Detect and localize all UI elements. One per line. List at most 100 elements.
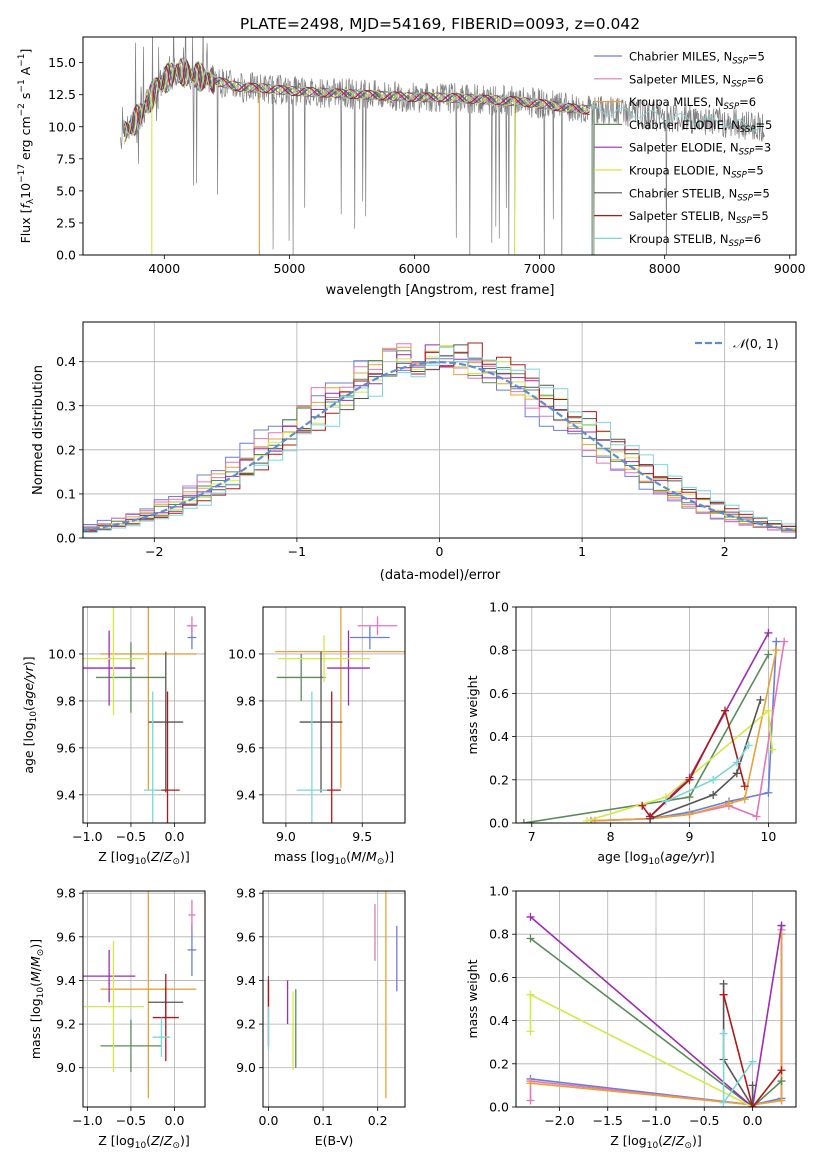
y-tick-label: 9.0	[236, 1060, 256, 1075]
y-tick-label: 0.0	[56, 531, 76, 546]
errorbar-point	[296, 691, 328, 823]
mass-weight-marker	[740, 782, 749, 791]
y-tick-label: 12.5	[48, 87, 76, 102]
mass-weight-marker	[709, 790, 718, 799]
y-tick-label: 9.8	[236, 886, 256, 901]
errorbar-point	[188, 899, 196, 931]
mass-weight-marker	[526, 1027, 535, 1036]
x-tick-label: −1.5	[593, 1113, 623, 1128]
errorbar-point	[350, 625, 390, 650]
errorbar-point	[83, 941, 144, 1073]
mass-weight-marker	[638, 801, 647, 810]
x-tick-label: −2	[145, 544, 163, 559]
y-tick-label: 1.0	[489, 600, 509, 615]
x-tick-label: −1.0	[641, 1113, 671, 1128]
x-axis-label: age [log10(age/yr)]	[597, 849, 714, 867]
x-axis-label: mass [log10(M/M⊙)]	[274, 849, 394, 867]
y-axis-label: mass weight	[465, 959, 480, 1038]
plot-area	[519, 628, 789, 823]
x-tick-label: 9000	[774, 261, 806, 276]
y-tick-label: 9.4	[56, 787, 76, 802]
y-tick-label: 9.4	[236, 787, 256, 802]
mass-weight-marker	[526, 912, 535, 921]
mass-weight-marker	[780, 637, 789, 646]
errorbar-point	[152, 973, 179, 1062]
x-tick-label: 0.0	[165, 829, 185, 844]
x-tick-label: 7	[528, 829, 536, 844]
mass-weight-marker	[777, 1096, 786, 1105]
mass-weight-line-6	[586, 709, 774, 822]
x-tick-label: 4000	[148, 261, 180, 276]
y-tick-label: 9.2	[236, 1017, 256, 1032]
mass-weight-marker	[748, 1057, 757, 1066]
spectrum-axes: 4000 5000 6000 7000 8000 9000 0.0 2.5 5.0 7.5 10.0…	[17, 36, 806, 298]
x-tick-label: 8	[607, 829, 615, 844]
mass-weight-marker	[719, 990, 728, 999]
x-tick-label: 10	[760, 829, 776, 844]
errorbar-point	[83, 949, 136, 1003]
mass-weight-marker	[764, 788, 773, 797]
y-axis-label: mass [log10(M/M⊙)]	[28, 939, 46, 1059]
y-tick-label: 0.0	[56, 248, 76, 263]
y-tick-label: 10.0	[48, 119, 76, 134]
model-line-6	[123, 60, 590, 145]
y-tick-label: 9.8	[236, 693, 256, 708]
y-tick-label: 0.0	[489, 816, 509, 831]
y-tick-label: 9.4	[236, 973, 256, 988]
mass-weight-marker	[732, 769, 741, 778]
model-line-7	[123, 60, 590, 137]
mass-weight-line-2	[590, 641, 785, 822]
mass-weight-line-7	[649, 699, 762, 820]
mass-weight-marker	[732, 758, 741, 767]
errorbar-point	[278, 635, 370, 683]
mass-weight-marker	[772, 637, 781, 646]
plot-area	[275, 607, 405, 823]
errorbar-point	[275, 607, 405, 788]
x-tick-label: 0.2	[368, 1113, 388, 1128]
plot-area	[267, 891, 398, 1099]
mass-weight-marker	[719, 1029, 728, 1038]
mass_vs_ebv-axes: 0.0 0.1 0.2 9.0 9.2 9.4 9.6 9.8 E(B-V)	[236, 886, 406, 1148]
x-tick-label: 9	[686, 829, 694, 844]
mass-weight-marker	[519, 819, 528, 823]
errorbar-point	[96, 642, 166, 713]
spectrum-legend: Chabrier MILES, NSSP=5 Salpeter MILES, NS…	[594, 50, 772, 249]
x-axis-label: Z [log10(Z/Z⊙)]	[98, 849, 190, 867]
errorbar-point	[148, 651, 184, 793]
x-axis-label: wavelength [Angstrom, rest frame]	[326, 283, 555, 298]
y-tick-label: 5.0	[56, 183, 76, 198]
mass-weight-marker	[764, 628, 773, 637]
legend-entry: Kroupa MILES, NSSP=6	[629, 95, 756, 112]
mass-weight-marker	[526, 990, 535, 999]
y-axis-label: age [log10(age/yr)]	[21, 656, 39, 773]
y-tick-label: 0.2	[56, 442, 76, 457]
y-tick-label: 0.3	[56, 398, 76, 413]
massweight_vs_age-axes: 7 8 9 10 0.0 0.2 0.4 0.6 0.8 1.0 age [log10(age/yr…	[465, 600, 797, 867]
model-line-9	[123, 58, 765, 135]
y-tick-label: 9.6	[56, 929, 76, 944]
mass-weight-marker	[661, 797, 670, 806]
mass-weight-marker	[709, 775, 718, 784]
y-axis-label: Flux [fλ10−17 erg cm−2 s−1 A−1]	[17, 49, 36, 244]
x-tick-label: 0.0	[743, 1113, 763, 1128]
model-line-5	[124, 57, 590, 142]
histogram-1	[83, 350, 796, 533]
axes-frame	[82, 890, 206, 1108]
mass-weight-marker	[724, 799, 733, 808]
axes-frame	[262, 890, 406, 1108]
x-tick-label: −1.0	[72, 1113, 102, 1128]
mass_vs_Z-axes: −1.0 −0.5 0.0 9.0 9.2 9.4 9.6 9.8 Z [log10(Z/Z⊙)…	[28, 886, 206, 1151]
plot-area	[83, 891, 197, 1099]
mass-weight-marker	[719, 979, 728, 988]
errorbar-point	[299, 651, 343, 793]
y-tick-label: 0.0	[489, 1100, 509, 1115]
axes-frame	[515, 606, 797, 824]
y-tick-label: 0.2	[489, 772, 509, 787]
mass-weight-marker	[748, 1081, 757, 1090]
mass-weight-marker	[685, 793, 694, 802]
errorbar-point	[100, 1019, 162, 1073]
y-tick-label: 2.5	[56, 215, 76, 230]
y-tick-label: 0.1	[56, 486, 76, 501]
y-tick-label: 9.6	[236, 740, 256, 755]
axes-frame	[82, 606, 206, 824]
